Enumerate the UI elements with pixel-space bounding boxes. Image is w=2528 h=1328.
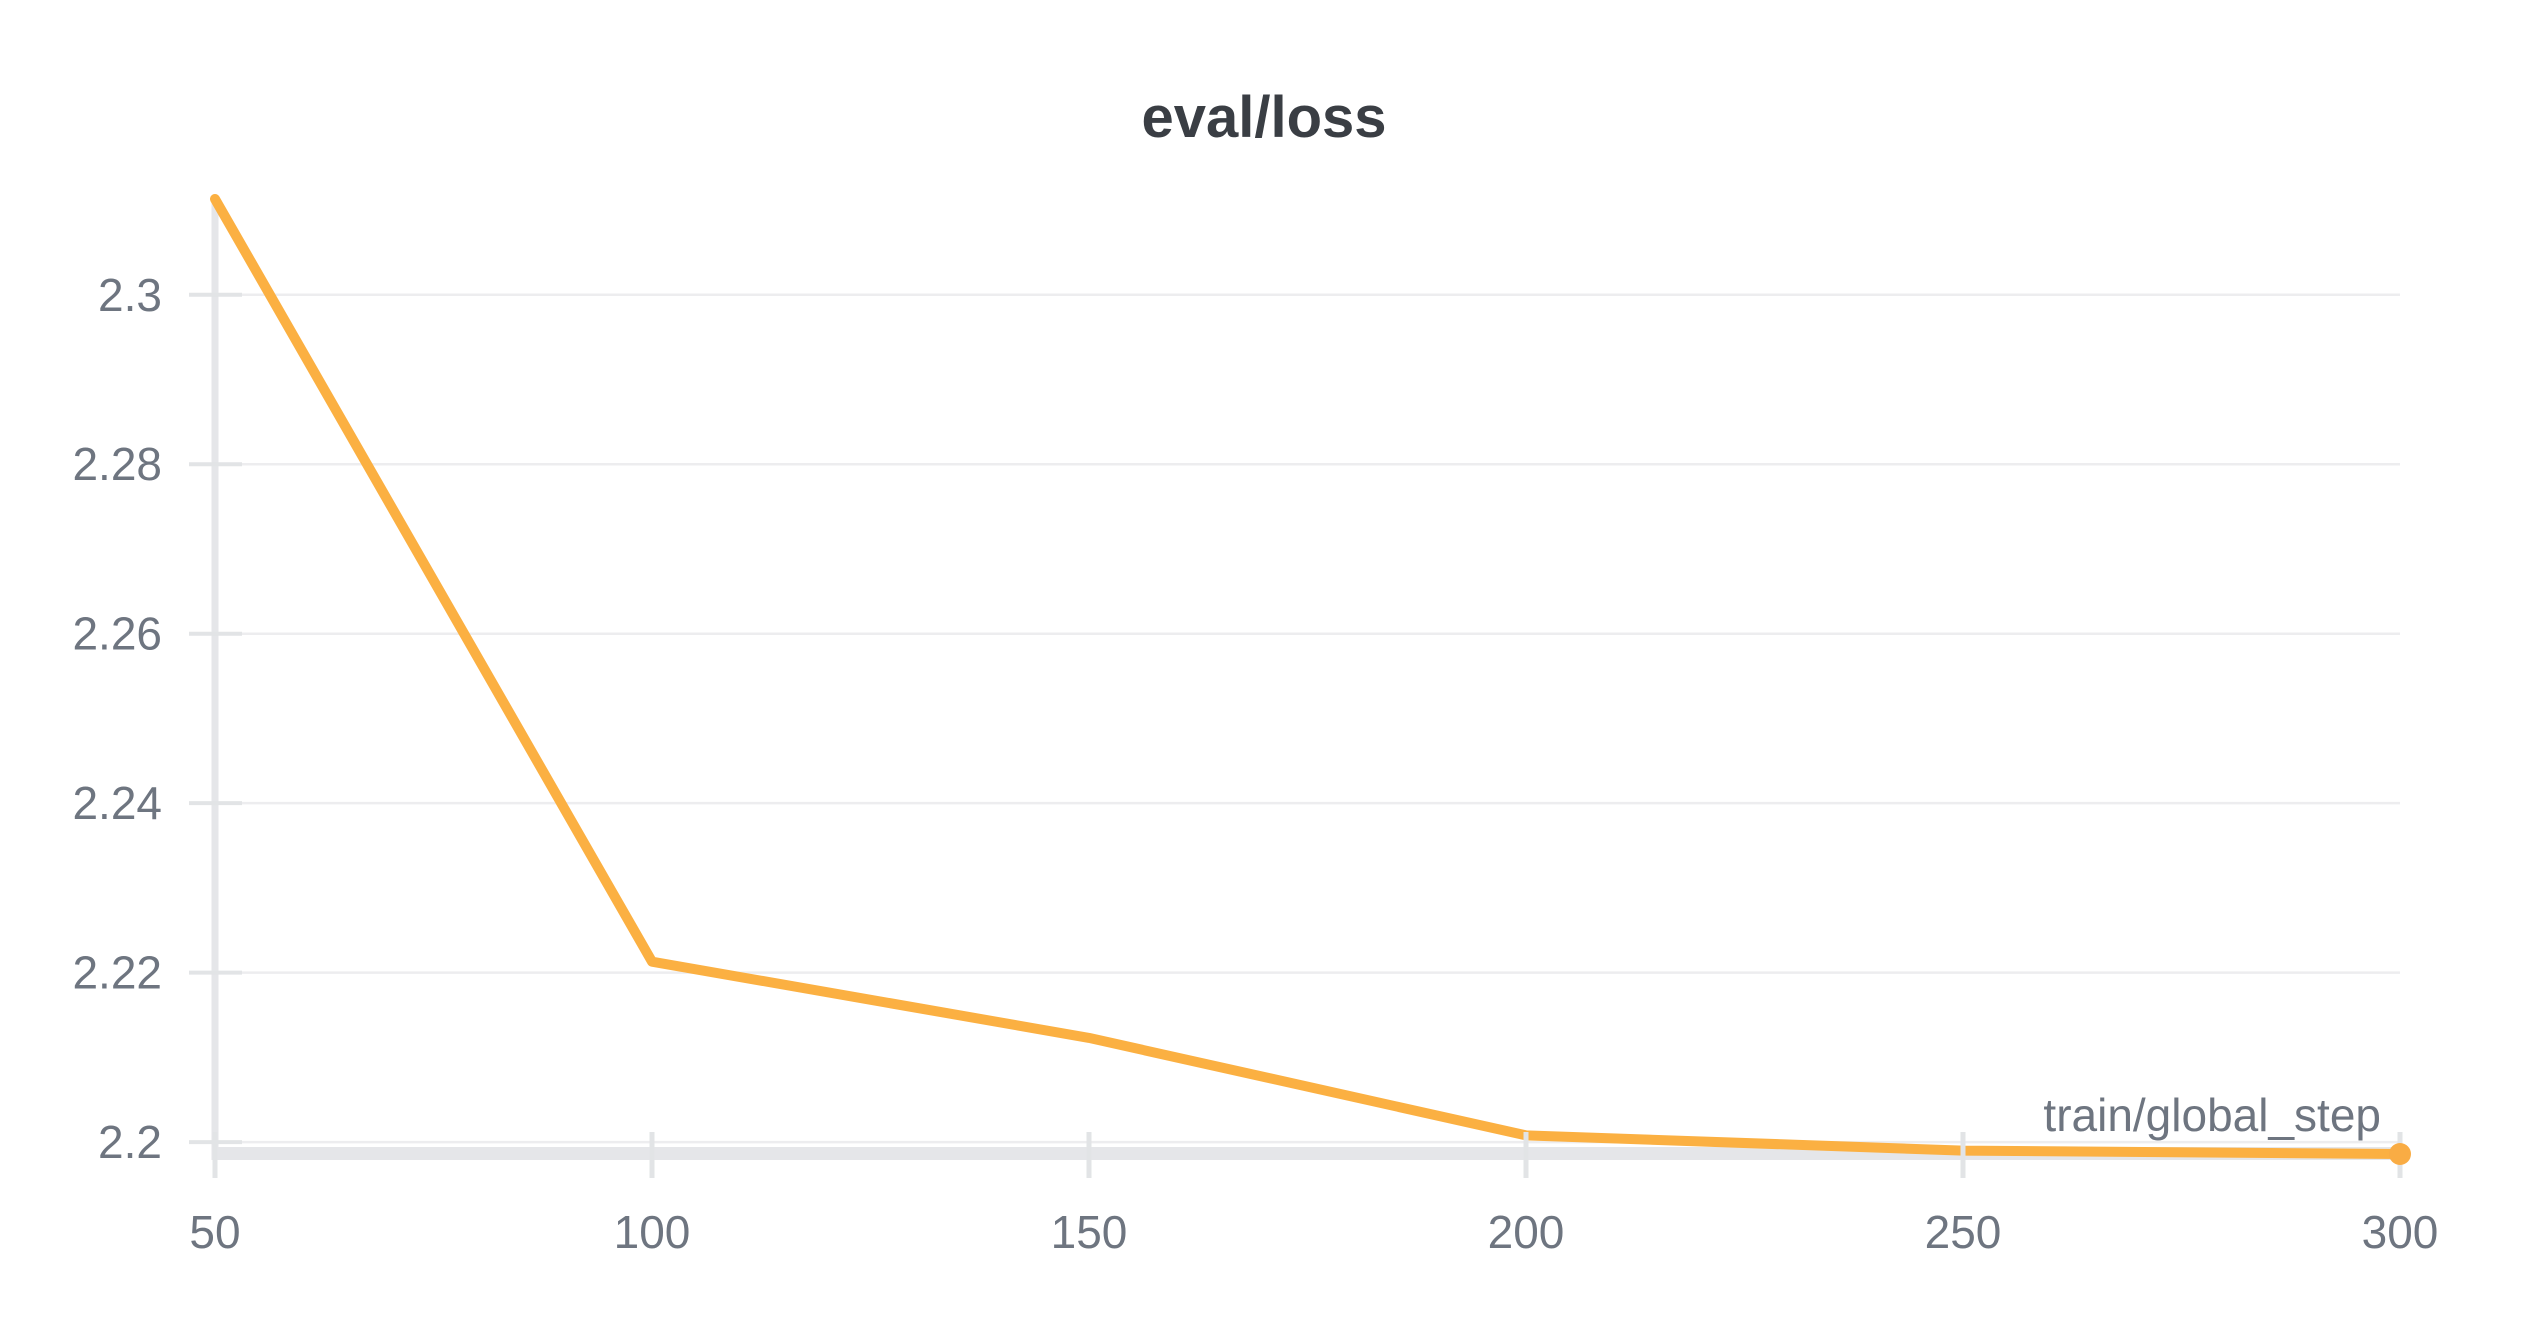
eval-loss-line[interactable] — [210, 194, 2405, 1159]
x-tick-label: 100 — [614, 1206, 691, 1258]
x-axis-title: train/global_step — [2043, 1089, 2381, 1141]
x-tick-label: 150 — [1051, 1206, 1128, 1258]
y-tick-label: 2.3 — [98, 269, 162, 321]
x-tick-labels: 50 100 150 200 250 300 — [189, 1206, 2438, 1258]
y-tick-label: 2.22 — [72, 947, 162, 999]
x-tick-label: 200 — [1488, 1206, 1565, 1258]
y-gridlines — [215, 293, 2400, 1144]
x-tick-label: 300 — [2362, 1206, 2439, 1258]
x-tick-label: 50 — [189, 1206, 240, 1258]
y-tick-label: 2.24 — [72, 777, 162, 829]
chart-title: eval/loss — [1141, 85, 1386, 150]
y-tick-labels: 2.2 2.22 2.24 2.26 2.28 2.3 — [72, 269, 162, 1168]
y-tick-label: 2.26 — [72, 608, 162, 660]
y-tick-label: 2.28 — [72, 438, 162, 490]
line-end-point[interactable] — [2389, 1143, 2411, 1165]
y-tick-label: 2.2 — [98, 1116, 162, 1168]
x-tick-label: 250 — [1925, 1206, 2002, 1258]
